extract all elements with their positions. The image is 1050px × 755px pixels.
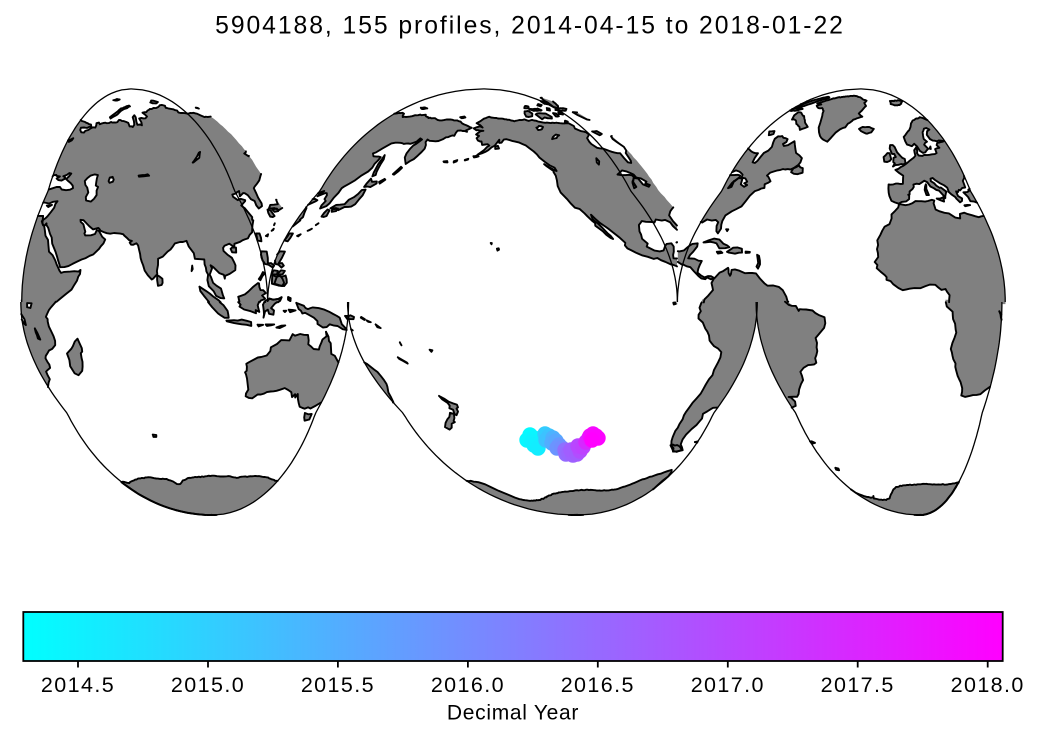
- svg-text:Decimal Year: Decimal Year: [447, 702, 579, 725]
- svg-text:2015.5: 2015.5: [301, 673, 375, 697]
- svg-text:2016.0: 2016.0: [431, 673, 505, 697]
- svg-text:2017.0: 2017.0: [691, 673, 765, 697]
- svg-text:2017.5: 2017.5: [821, 673, 895, 697]
- svg-text:2016.5: 2016.5: [561, 673, 635, 697]
- svg-text:2015.0: 2015.0: [171, 673, 245, 697]
- svg-text:2018.0: 2018.0: [951, 673, 1025, 697]
- svg-text:5904188, 155 profiles, 2014-04: 5904188, 155 profiles, 2014-04-15 to 201…: [215, 13, 845, 40]
- svg-text:2014.5: 2014.5: [41, 673, 115, 697]
